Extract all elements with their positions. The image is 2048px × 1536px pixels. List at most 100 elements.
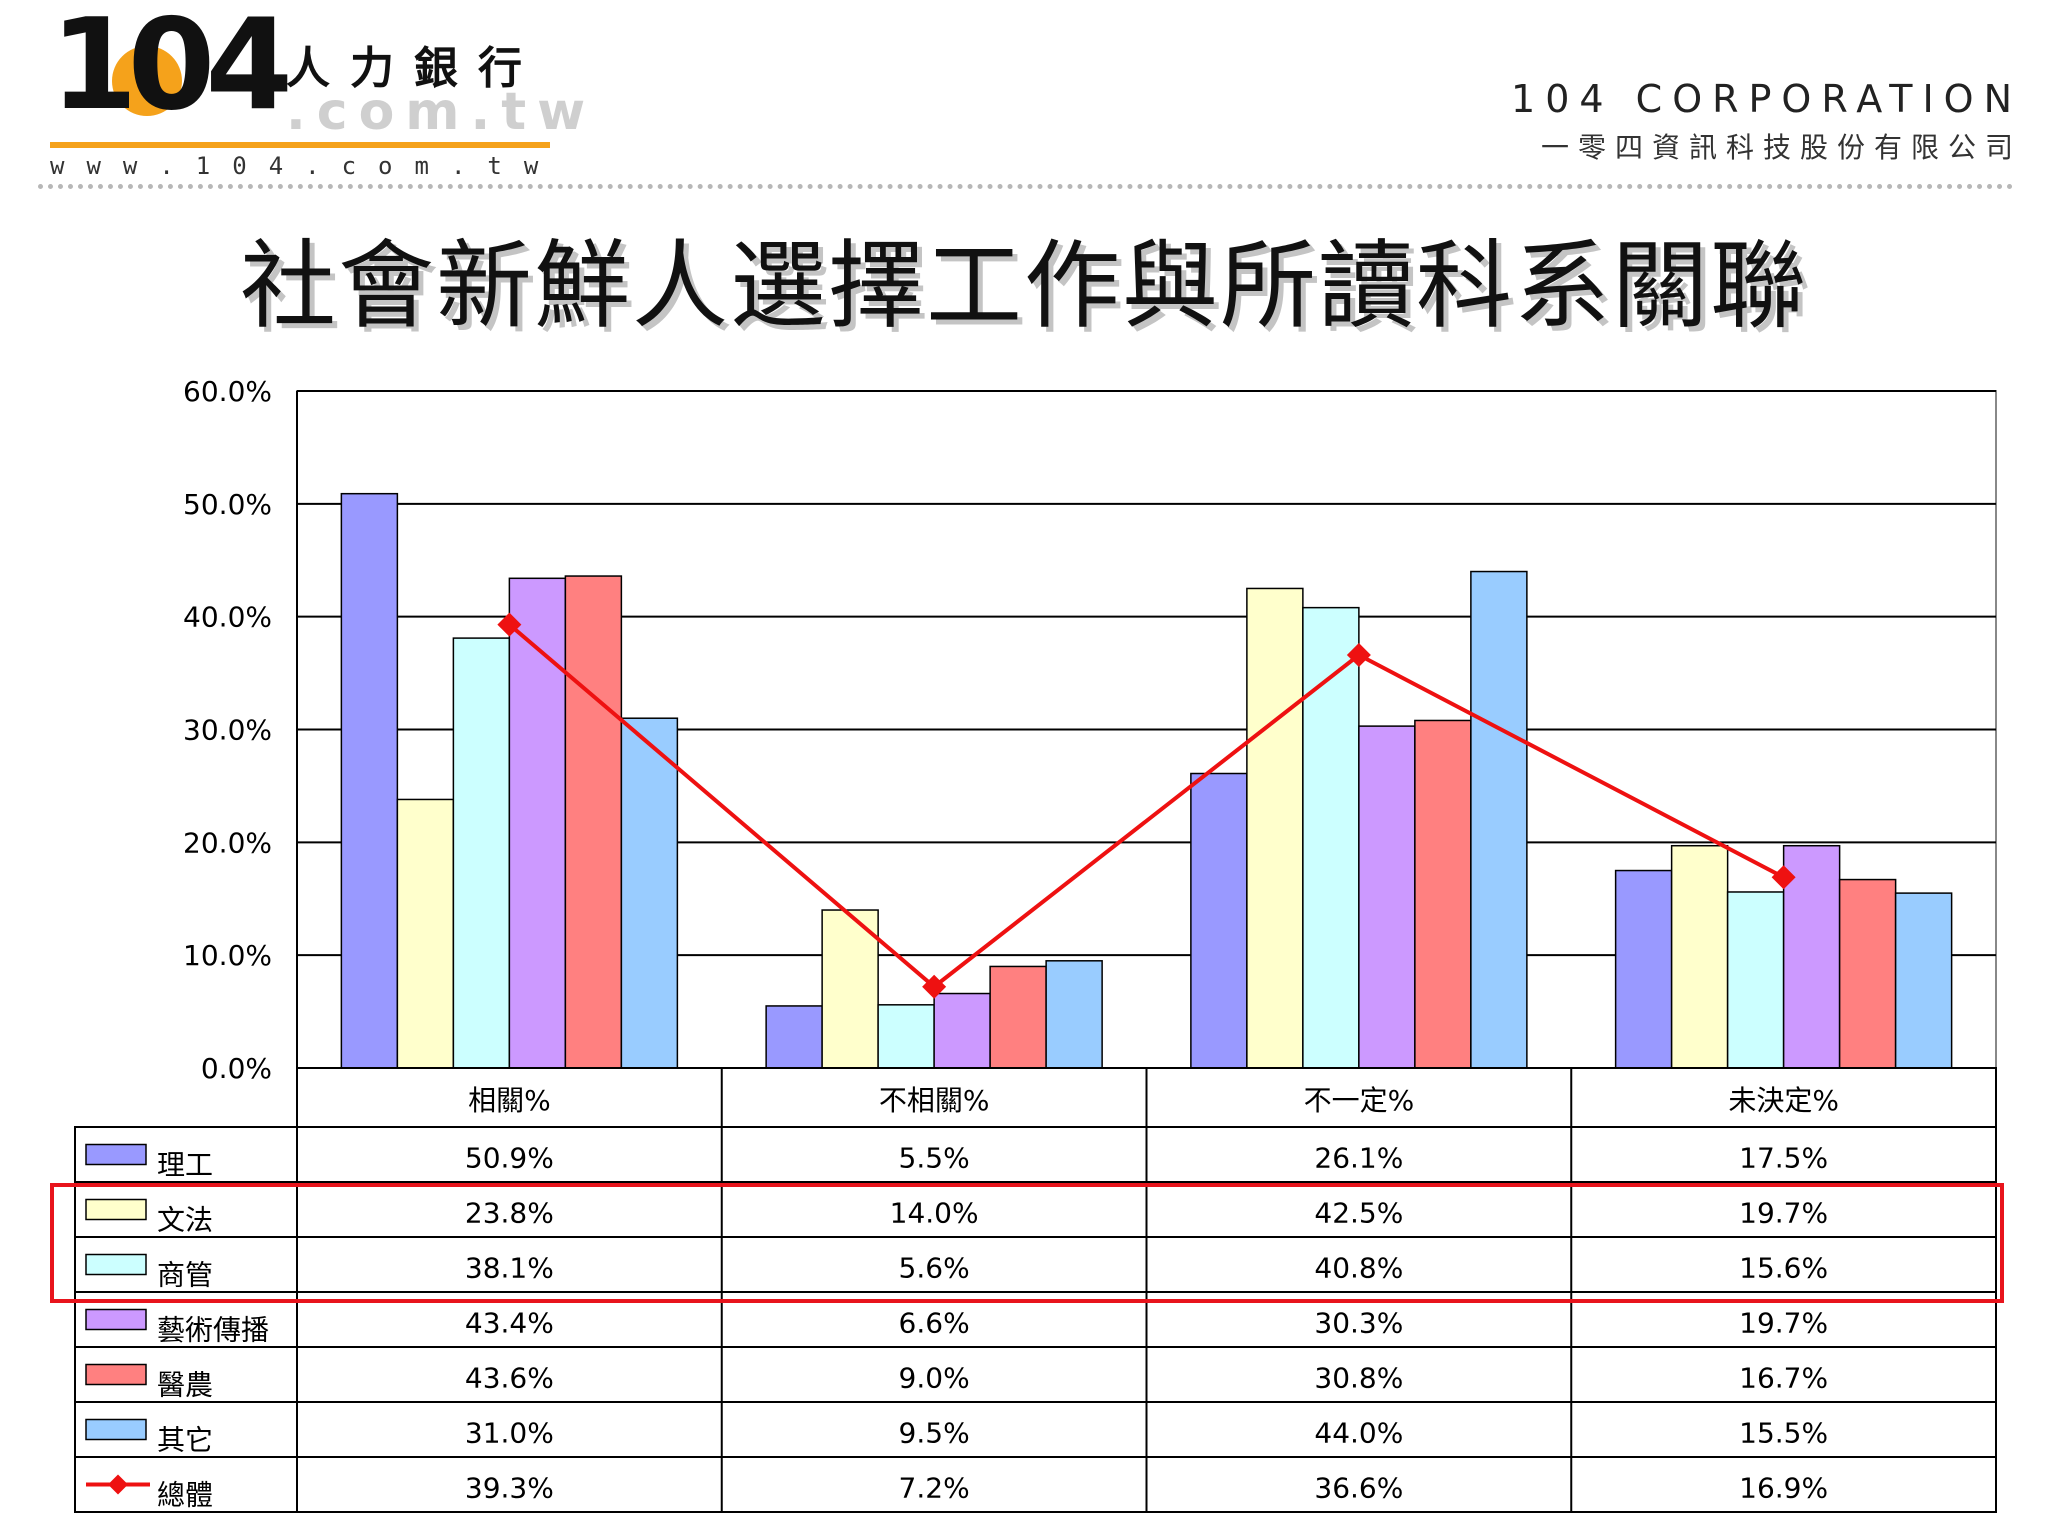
data-label: 44.0% [1314,1417,1403,1450]
category-label: 相關% [468,1084,551,1117]
bar [1670,844,1729,1069]
data-label: 31.0% [465,1417,554,1450]
legend-key [85,1143,147,1166]
bar [508,577,567,1069]
data-label: 7.2% [899,1472,970,1505]
data-label: 16.9% [1739,1472,1828,1505]
series-label: 總體 [157,1479,213,1512]
data-label: 40.8% [1314,1252,1403,1285]
data-label: 43.4% [465,1307,554,1340]
total-point [1346,643,1371,668]
table-body-frame [74,1126,1997,1513]
highlight-box [50,1183,2004,1303]
corporation-header: 104 CORPORATION 一零四資訊科技股份有限公司 [1511,80,2022,166]
data-label: 19.7% [1739,1307,1828,1340]
data-table: 相關% 不相關% 不一定% 未決定% 理工 50.9% 5.5% 26.1% 17.5% 文法 23… [74,1067,1997,1513]
data-label: 42.5% [1314,1197,1403,1230]
bar [620,717,679,1069]
legend-key [85,1253,147,1276]
bar [1414,719,1472,1069]
dotted-divider [38,184,2014,189]
bar [821,909,879,1069]
y-tick-label: 30.0% [183,714,272,747]
bar [765,1005,823,1069]
total-point [922,974,947,999]
data-label: 39.3% [465,1472,554,1505]
series-label: 醫農 [157,1369,213,1402]
logo-domain: .com.tw [286,82,597,142]
bar [1470,570,1528,1069]
logo-chinese-name: 人力銀行 [286,43,542,94]
bar [1045,960,1103,1069]
bar [1246,587,1304,1069]
y-tick-label: 20.0% [183,826,272,859]
y-tick-label: 50.0% [183,488,272,521]
bar [1190,772,1248,1069]
data-label: 9.0% [899,1362,970,1395]
bar [1726,891,1785,1069]
data-label: 43.6% [465,1362,554,1395]
total-point [1771,865,1796,890]
data-label: 5.6% [899,1252,970,1285]
data-label: 23.8% [465,1197,554,1230]
bar [1838,878,1897,1069]
y-tick-label: 0.0% [201,1052,272,1085]
bar-group [340,492,1953,1069]
chart-title: 社會新鮮人選擇工作與所讀科系關聯 [240,230,1808,342]
corporation-name-en: 104 CORPORATION [1511,77,2022,121]
data-label: 30.8% [1314,1362,1403,1395]
bar [452,637,511,1069]
y-tick-label: 60.0% [183,375,272,408]
data-label: 9.5% [899,1417,970,1450]
total-line [508,623,1785,990]
legend-key [85,1363,147,1386]
data-label: 19.7% [1739,1197,1828,1230]
bar [564,575,623,1069]
data-label: 15.5% [1739,1417,1828,1450]
data-label: 30.3% [1314,1307,1403,1340]
logo-underline [50,142,550,148]
legend-key [85,1198,147,1221]
total-point [497,612,522,637]
bar [989,965,1047,1069]
data-label: 36.6% [1314,1472,1403,1505]
bar [877,1004,935,1069]
corporation-name-cn: 一零四資訊科技股份有限公司 [1540,131,2022,164]
logo-digits: 104 [50,0,293,138]
bar [1894,892,1953,1069]
series-label: 其它 [157,1424,213,1457]
data-label: 5.5% [899,1142,970,1175]
category-label: 不一定% [1304,1084,1415,1117]
bar [1358,725,1416,1069]
category-label: 不相關% [879,1084,990,1117]
y-tick-label: 10.0% [183,939,272,972]
data-label: 16.7% [1739,1362,1828,1395]
y-tick-label: 40.0% [183,601,272,634]
data-label: 38.1% [465,1252,554,1285]
legend-point-key [108,1474,128,1495]
total-line-group [497,612,1796,999]
legend-key [85,1308,147,1331]
bar [396,798,455,1069]
bar [1614,869,1673,1069]
legend-key [85,1418,147,1441]
data-label: 6.6% [899,1307,970,1340]
bar [1302,606,1360,1069]
series-label: 藝術傳播 [157,1314,269,1347]
y-axis: 0.0% 10.0% 20.0% 30.0% 40.0% 50.0% 60.0% [183,375,272,1085]
logo: 104 人力銀行 .com.tw www.104.com.tw [50,2,585,180]
series-label: 理工 [157,1149,213,1182]
bar [933,992,991,1069]
bar [340,492,399,1069]
data-label: 14.0% [890,1197,979,1230]
data-label: 15.6% [1739,1252,1828,1285]
series-label: 商管 [157,1259,213,1292]
logo-url: www.104.com.tw [50,152,561,180]
data-label: 17.5% [1739,1142,1828,1175]
logo-circle-icon [112,46,182,116]
category-label: 未決定% [1728,1084,1839,1117]
series-label: 文法 [157,1204,213,1237]
data-label: 26.1% [1314,1142,1403,1175]
data-label: 50.9% [465,1142,554,1175]
